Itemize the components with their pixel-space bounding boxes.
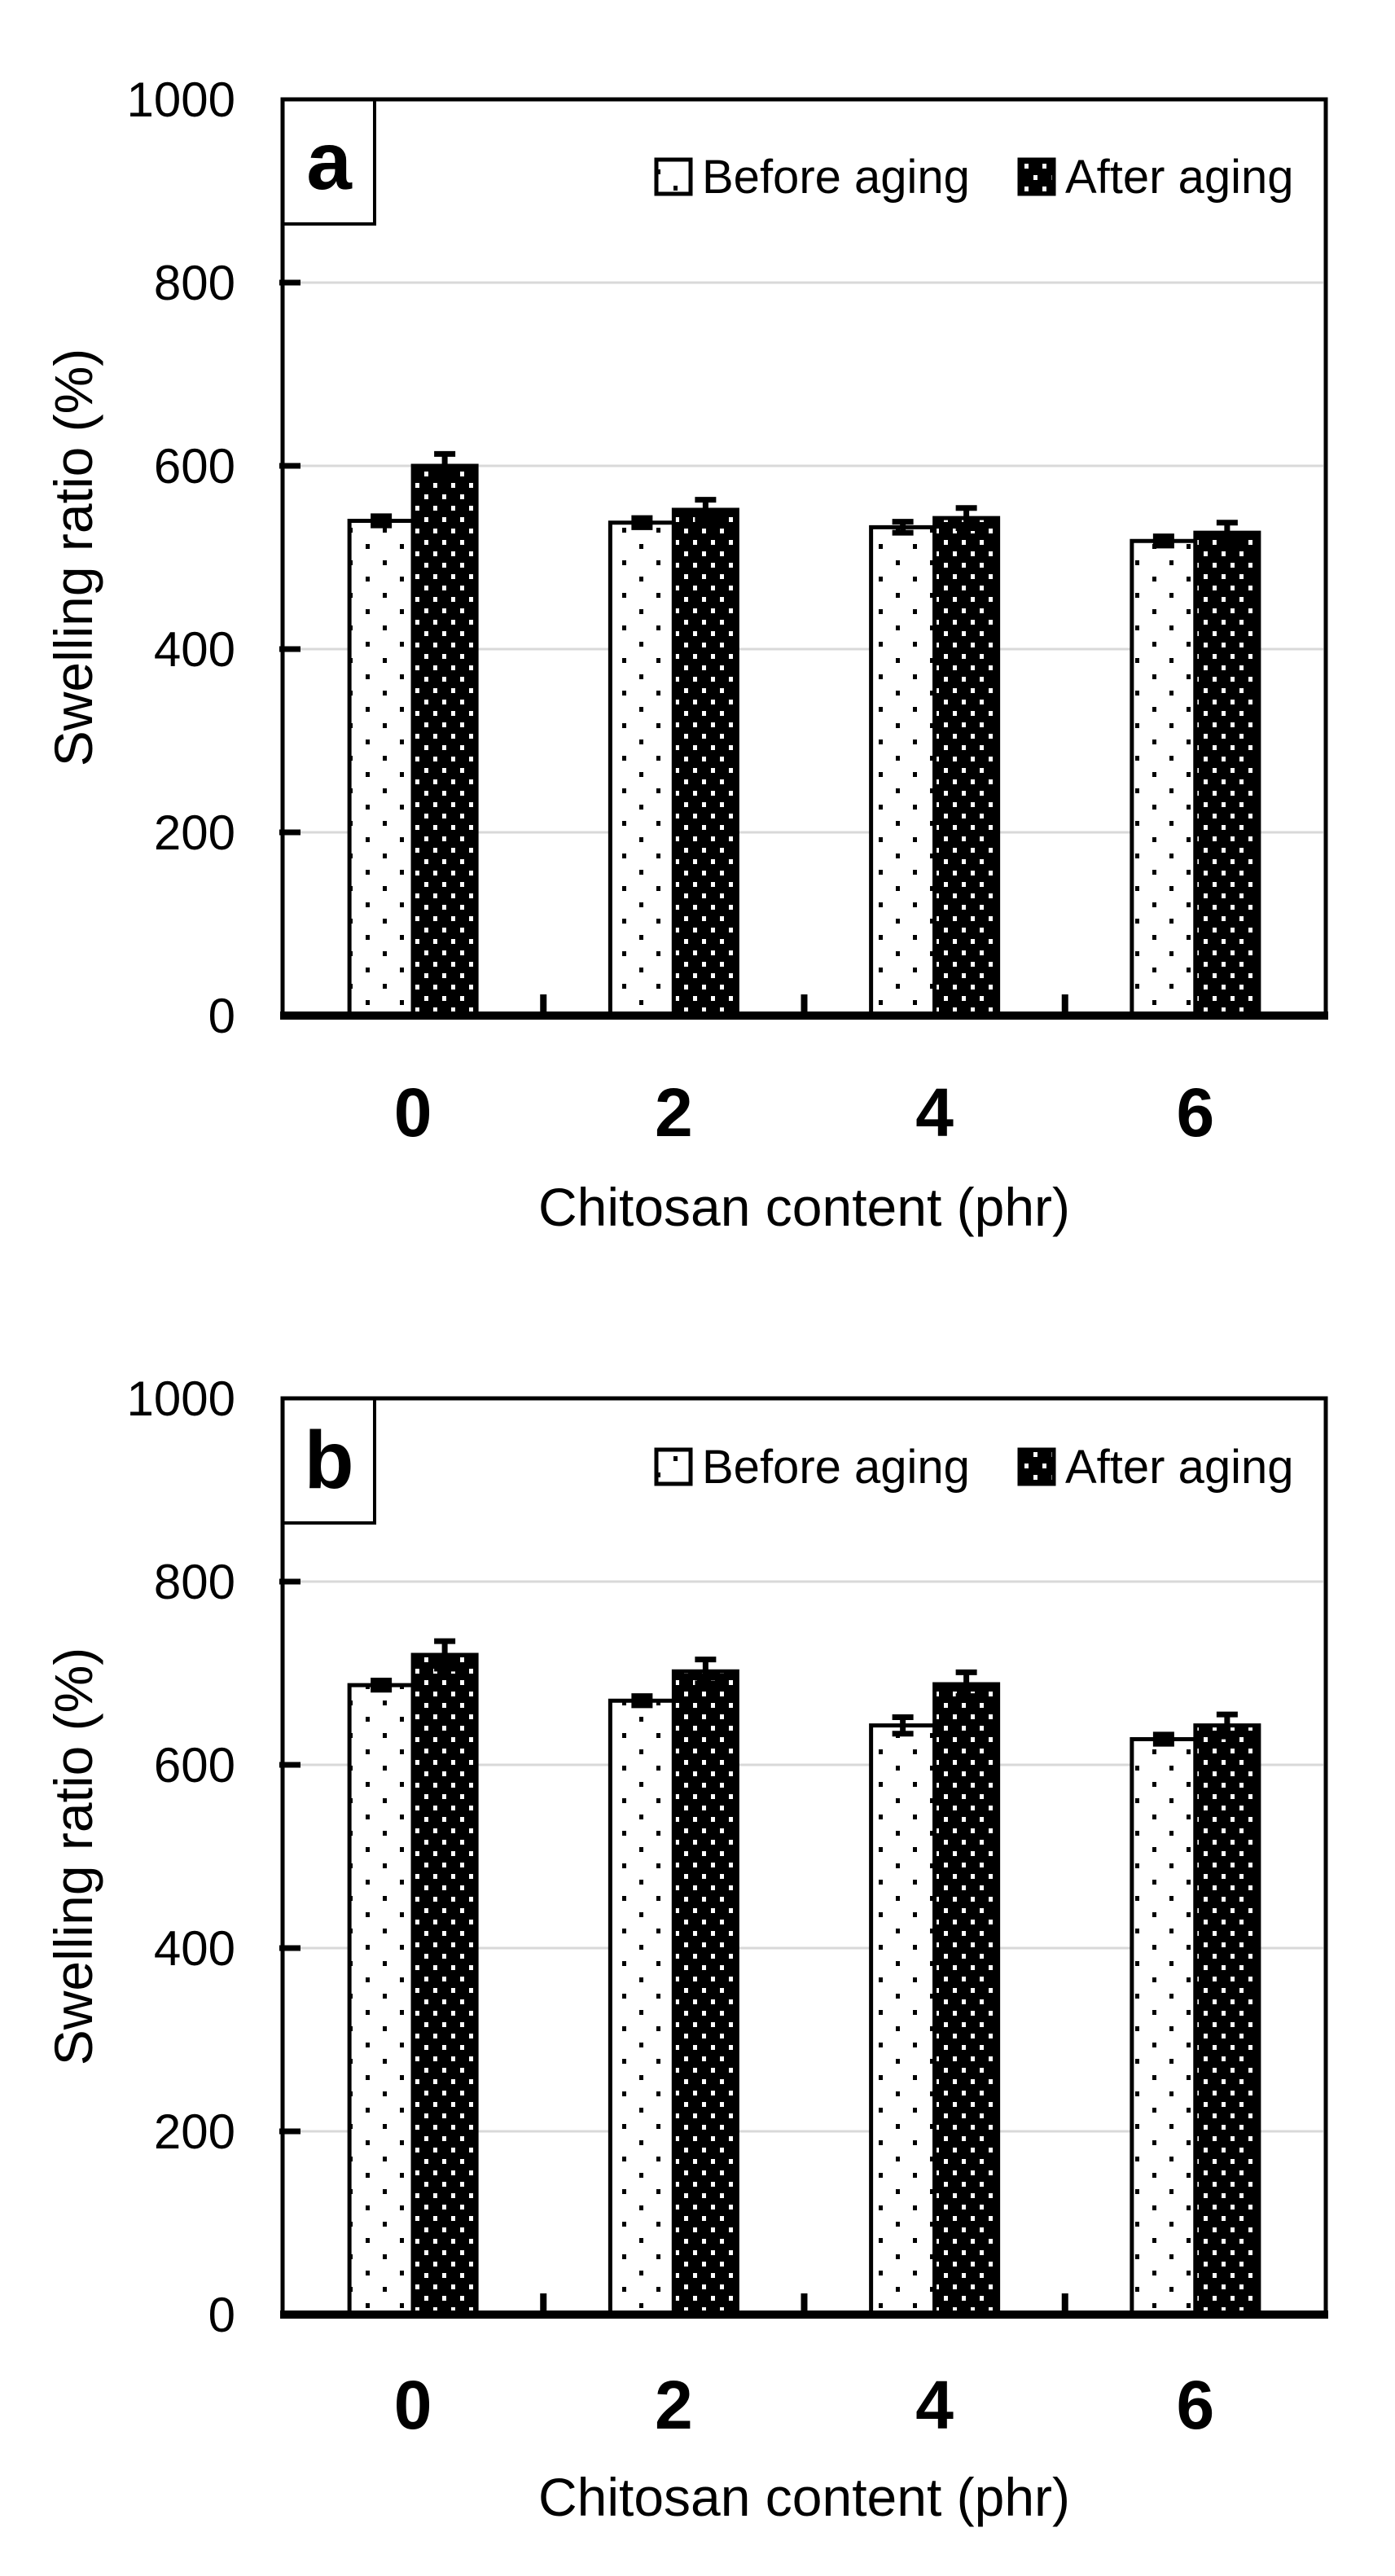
y-tick-label-800: 800 (154, 1555, 235, 1609)
panel-label: b (304, 1415, 353, 1506)
panel-b: b 0 200 400 600 800 1000 0 2 4 6 Chitosan content (… (43, 1371, 1328, 2527)
bar-before-aging-x0 (347, 519, 415, 1018)
panel-a: a 0 200 400 600 800 1000 0 2 4 6 Chitosan content (… (43, 72, 1328, 1237)
legend-swatch-after-aging (1017, 157, 1056, 196)
bar-after-aging-x0 (410, 1652, 479, 2317)
y-axis-title: Swelling ratio (%) (43, 349, 103, 767)
legend-label-after-aging: After aging (1065, 1441, 1294, 1494)
legend-swatch-before-aging (654, 157, 693, 196)
y-tick-label-400: 400 (154, 1921, 235, 1976)
x-category-label-2: 2 (655, 2367, 693, 2443)
bar-before-aging-x4 (869, 1723, 937, 2317)
x-category-label-0: 0 (394, 2367, 432, 2443)
x-category-label-4: 4 (915, 2367, 954, 2443)
legend-label-before-aging: Before aging (702, 151, 970, 204)
x-axis-title: Chitosan content (phr) (538, 2467, 1070, 2527)
bar-after-aging-x2 (671, 507, 739, 1018)
bar-after-aging-x6 (1193, 530, 1261, 1018)
x-category-label-2: 2 (655, 1074, 693, 1151)
y-tick-label-800: 800 (154, 256, 235, 310)
y-tick-label-1000: 1000 (127, 1371, 235, 1426)
bar-before-aging-x4 (869, 524, 937, 1018)
x-category-label-4: 4 (915, 1074, 954, 1151)
bar-before-aging-x6 (1130, 1737, 1198, 2317)
y-tick-label-1000: 1000 (127, 72, 235, 127)
panel-label: a (306, 116, 353, 207)
legend-swatch-before-aging (654, 1447, 693, 1486)
bar-before-aging-x2 (608, 1698, 676, 2317)
legend-swatch-after-aging (1017, 1447, 1056, 1486)
x-axis-title: Chitosan content (phr) (538, 1177, 1070, 1237)
bar-after-aging-x0 (410, 463, 479, 1018)
bar-before-aging-x0 (347, 1683, 415, 2317)
bar-before-aging-x2 (608, 520, 676, 1018)
y-tick-label-0: 0 (208, 989, 235, 1043)
y-tick-label-200: 200 (154, 805, 235, 860)
bar-after-aging-x4 (932, 516, 1001, 1018)
y-tick-label-0: 0 (208, 2288, 235, 2342)
bar-after-aging-x6 (1193, 1723, 1261, 2317)
x-category-label-6: 6 (1177, 2367, 1215, 2443)
y-tick-label-600: 600 (154, 439, 235, 494)
y-tick-label-600: 600 (154, 1738, 235, 1793)
x-category-label-6: 6 (1177, 1074, 1215, 1151)
x-category-label-0: 0 (394, 1074, 432, 1151)
y-tick-label-200: 200 (154, 2104, 235, 2159)
y-tick-label-400: 400 (154, 622, 235, 677)
y-axis-title: Swelling ratio (%) (43, 1648, 103, 2066)
bar-after-aging-x4 (932, 1682, 1001, 2317)
legend-label-before-aging: Before aging (702, 1441, 970, 1494)
legend-label-after-aging: After aging (1065, 151, 1294, 204)
bar-before-aging-x6 (1130, 538, 1198, 1018)
bar-after-aging-x2 (671, 1669, 739, 2317)
